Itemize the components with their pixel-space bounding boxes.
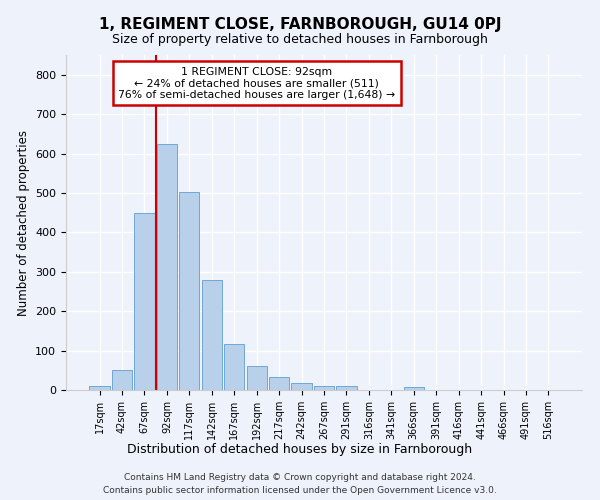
Bar xyxy=(269,378,289,390)
Bar xyxy=(89,386,110,390)
Bar xyxy=(314,386,334,390)
Text: 1 REGIMENT CLOSE: 92sqm
← 24% of detached houses are smaller (511)
76% of semi-d: 1 REGIMENT CLOSE: 92sqm ← 24% of detache… xyxy=(118,66,395,100)
Bar xyxy=(404,387,424,390)
Bar xyxy=(247,366,267,390)
Y-axis label: Number of detached properties: Number of detached properties xyxy=(17,130,29,316)
Bar xyxy=(179,192,199,390)
Bar xyxy=(157,144,177,390)
Bar xyxy=(112,370,132,390)
Text: Size of property relative to detached houses in Farnborough: Size of property relative to detached ho… xyxy=(112,32,488,46)
Text: 1, REGIMENT CLOSE, FARNBOROUGH, GU14 0PJ: 1, REGIMENT CLOSE, FARNBOROUGH, GU14 0PJ xyxy=(99,18,501,32)
Bar xyxy=(337,386,356,390)
Text: Distribution of detached houses by size in Farnborough: Distribution of detached houses by size … xyxy=(127,442,473,456)
Bar xyxy=(202,280,222,390)
Bar xyxy=(134,214,155,390)
Bar xyxy=(224,344,244,390)
Text: Contains HM Land Registry data © Crown copyright and database right 2024.: Contains HM Land Registry data © Crown c… xyxy=(124,472,476,482)
Bar xyxy=(292,383,311,390)
Text: Contains public sector information licensed under the Open Government Licence v3: Contains public sector information licen… xyxy=(103,486,497,495)
